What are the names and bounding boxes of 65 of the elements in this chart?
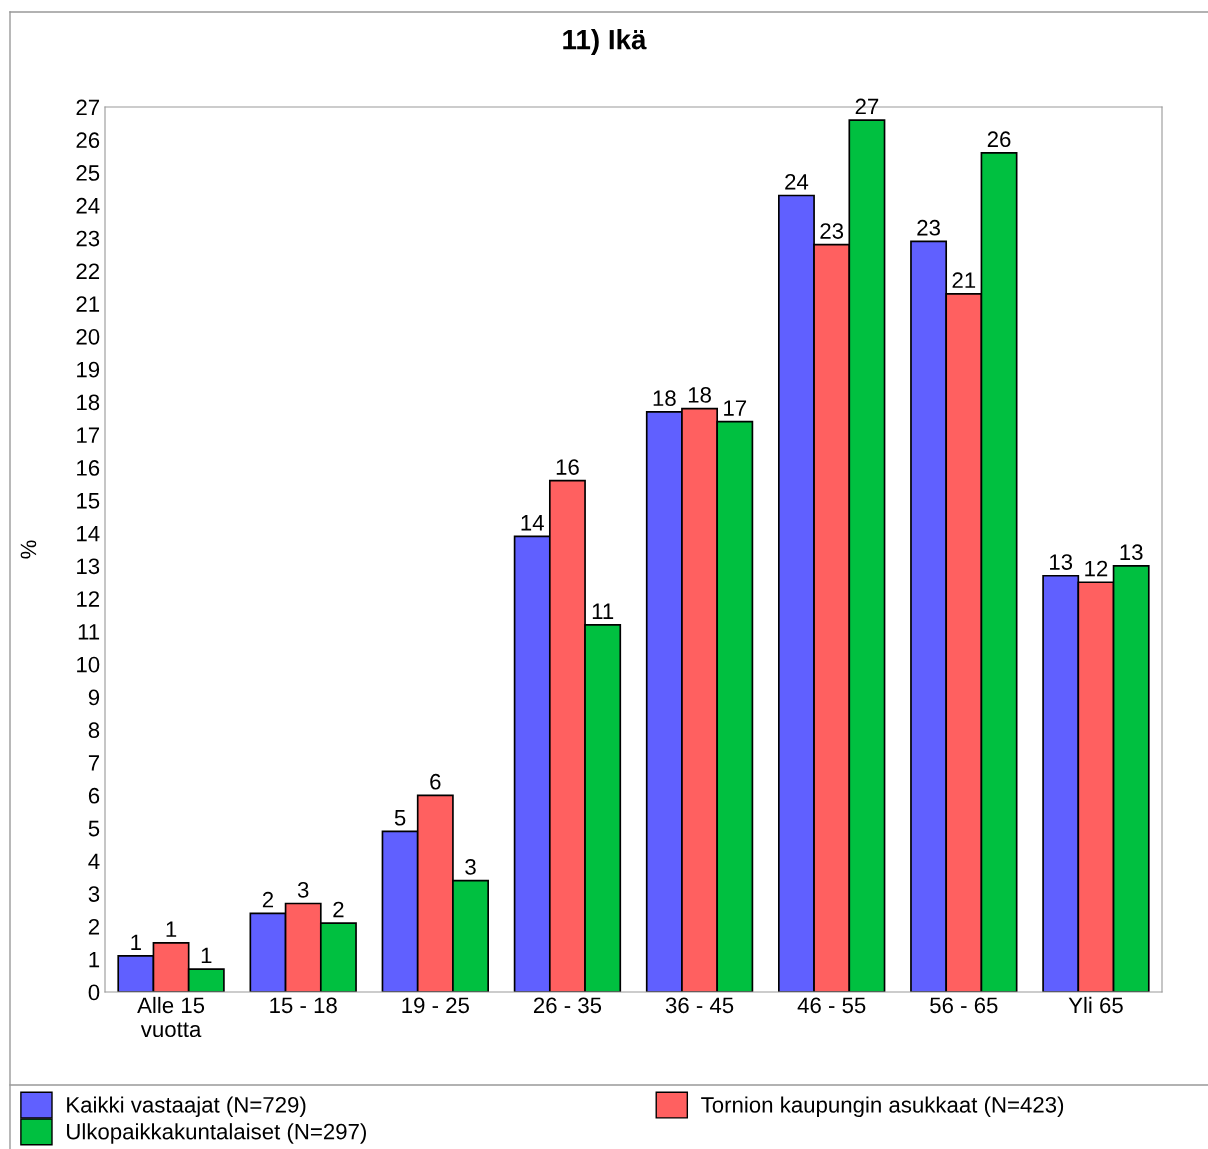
data-label: 1 — [166, 921, 177, 937]
y-tick-label: 20 — [76, 328, 100, 345]
data-label: 5 — [394, 810, 406, 826]
data-label: 23 — [820, 223, 844, 239]
y-tick-label: 15 — [77, 493, 100, 509]
x-tick-label: 19 - 25 — [402, 997, 469, 1014]
data-label: 1 — [131, 934, 141, 950]
x-tick-label: 46 - 55 — [797, 997, 866, 1014]
legend-label: Kaikki vastaajat (N=729) — [67, 1096, 306, 1118]
y-tick-label: 14 — [77, 525, 100, 542]
y-tick-label: 22 — [76, 263, 100, 279]
data-label: 27 — [855, 98, 879, 115]
y-tick-label: 10 — [77, 656, 100, 673]
legend-label: Ulkopaikkakuntalaiset (N=297) — [67, 1123, 366, 1144]
chart-title: 11) Ikä — [563, 29, 647, 55]
y-tick-label: 7 — [88, 755, 100, 771]
y-tick-label: 23 — [76, 230, 100, 247]
data-label: 2 — [333, 901, 344, 918]
y-tick-label: 6 — [88, 787, 100, 804]
y-tick-label: 21 — [76, 296, 100, 312]
y-tick-label: 17 — [77, 427, 100, 443]
x-tick-label: 56 - 65 — [930, 997, 998, 1014]
y-tick-label: 24 — [76, 197, 100, 214]
y-tick-label: 5 — [88, 820, 100, 837]
y-tick-label: 13 — [77, 558, 100, 575]
data-label: 13 — [1120, 544, 1143, 561]
data-label: 1 — [201, 947, 212, 964]
y-tick-label: 26 — [76, 132, 100, 149]
y-tick-label: 3 — [88, 886, 100, 902]
y-tick-label: 9 — [88, 689, 100, 706]
y-tick-label: 16 — [77, 460, 100, 476]
y-tick-label: 18 — [77, 394, 100, 411]
data-label: 13 — [1050, 554, 1073, 570]
data-label: 17 — [724, 400, 747, 416]
data-label: 23 — [917, 219, 940, 236]
y-tick-label: 25 — [76, 165, 100, 181]
data-label: 2 — [262, 891, 274, 908]
x-tick-label: Alle 15 vuotta — [137, 996, 205, 1038]
data-label: 6 — [430, 773, 441, 790]
y-tick-label: 8 — [88, 722, 100, 739]
y-tick-label: 11 — [78, 624, 100, 640]
y-tick-label: 4 — [88, 853, 100, 869]
y-tick-label: 0 — [88, 984, 100, 1001]
data-label: 24 — [785, 173, 809, 190]
y-tick-label: 2 — [88, 918, 100, 935]
y-axis-title: % — [20, 540, 37, 559]
data-label: 21 — [952, 272, 976, 288]
data-label: 11 — [592, 603, 614, 619]
data-label: 18 — [688, 387, 711, 403]
y-tick-label: 1 — [89, 951, 100, 968]
x-tick-label: 26 - 35 — [533, 997, 602, 1014]
y-tick-label: 19 — [77, 361, 100, 378]
data-label: 14 — [521, 515, 544, 531]
legend-label: Tornion kaupungin asukkaat (N=423) — [701, 1096, 1064, 1118]
data-label: 3 — [297, 881, 309, 898]
data-label: 26 — [987, 131, 1011, 148]
data-label: 16 — [556, 459, 579, 475]
x-tick-label: 36 - 45 — [665, 997, 734, 1014]
y-tick-label: 27 — [76, 99, 100, 116]
x-tick-label: 15 - 18 — [270, 997, 337, 1014]
data-label: 18 — [653, 390, 676, 407]
y-tick-label: 12 — [77, 591, 100, 607]
data-label: 12 — [1085, 560, 1108, 577]
data-label: 3 — [465, 859, 476, 875]
x-tick-label: Yli 65 — [1068, 996, 1123, 1014]
